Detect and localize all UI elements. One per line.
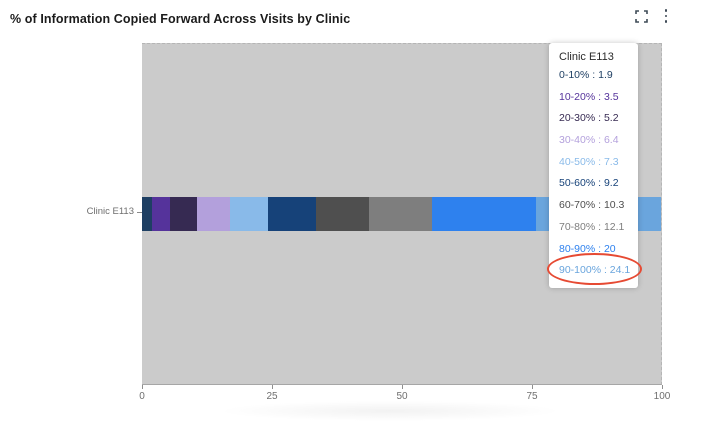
- kebab-menu-button[interactable]: [658, 8, 674, 24]
- x-axis-tick-label: 25: [266, 391, 278, 402]
- bar-segment-40-50%[interactable]: [230, 197, 269, 231]
- tooltip-row-30-40%: 30-40% : 6.4: [559, 134, 619, 147]
- x-axis-tick-mark: [271, 385, 273, 389]
- tooltip-row-0-10%: 0-10% : 1.9: [559, 69, 613, 81]
- expand-button[interactable]: [633, 8, 649, 24]
- x-axis-tick-label: 75: [526, 391, 538, 402]
- bar-segment-80-90%[interactable]: [432, 197, 536, 231]
- bar-segment-70-80%[interactable]: [369, 197, 433, 231]
- tooltip-row-20-30%: 20-30% : 5.2: [559, 112, 619, 125]
- tooltip-title: Clinic E113: [559, 51, 614, 63]
- bar-segment-0-10%[interactable]: [142, 197, 152, 231]
- x-axis-tick-label: 0: [139, 391, 145, 402]
- x-axis-tick-label: 100: [653, 391, 671, 402]
- tooltip-row-80-90%: 80-90% : 20: [559, 242, 616, 255]
- x-axis-tick-mark: [401, 385, 403, 389]
- x-axis-tick-mark: [661, 385, 663, 389]
- tooltip-row-50-60%: 50-60% : 9.2: [559, 177, 619, 190]
- y-axis-category-label: Clinic E113: [86, 206, 134, 217]
- tooltip-row-60-70%: 60-70% : 10.3: [559, 199, 625, 212]
- expand-icon: [634, 9, 648, 23]
- tooltip-row-90-100%: 90-100% : 24.1: [559, 264, 631, 277]
- bar-segment-50-60%[interactable]: [268, 197, 316, 231]
- bar-segment-30-40%[interactable]: [197, 197, 231, 231]
- tooltip-rows: 0-10% : 1.9 10-20% : 3.5 20-30% : 5.2 30-40…: [559, 65, 634, 282]
- tooltip-row-10-20%: 10-20% : 3.5: [559, 90, 619, 103]
- kebab-menu-icon: [664, 9, 668, 23]
- x-axis-tick-mark: [141, 385, 143, 389]
- tooltip-row-40-50%: 40-50% : 7.3: [559, 155, 619, 168]
- tooltip: Clinic E113 0-10% : 1.9 10-20% : 3.5 20-30…: [549, 43, 638, 288]
- x-axis: 0 25 50 75 100: [139, 385, 670, 405]
- bottom-shadow: [170, 398, 610, 424]
- y-axis-tick-mark: [137, 212, 142, 213]
- chart-title: % of Information Copied Forward Across V…: [10, 12, 351, 26]
- bar-segment-10-20%[interactable]: [151, 197, 171, 231]
- x-axis-tick-mark: [531, 385, 533, 389]
- bar-segment-20-30%[interactable]: [170, 197, 197, 231]
- tooltip-row-70-80%: 70-80% : 12.1: [559, 220, 625, 233]
- x-axis-tick-label: 50: [396, 391, 408, 402]
- bar-segment-60-70%[interactable]: [315, 197, 370, 231]
